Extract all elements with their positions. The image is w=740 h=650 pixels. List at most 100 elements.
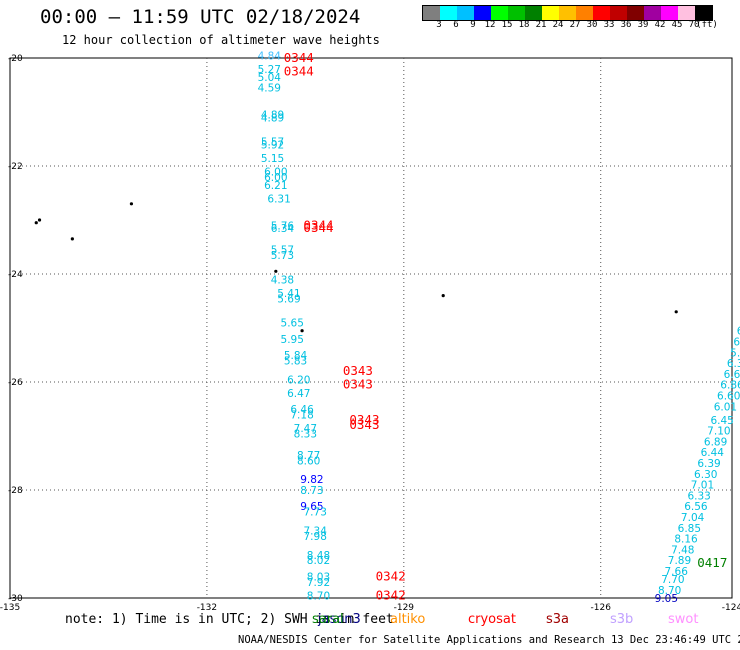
swh-data-label: 8.60 [297, 455, 320, 467]
swh-data-label: 7.89 [668, 555, 691, 567]
x-tick-label: -132 [197, 603, 217, 613]
pass-time-label: 0343 [343, 377, 373, 392]
plot-frame [9, 57, 733, 599]
swh-data-label: 7.18 [290, 409, 313, 421]
swh-data-label: 5.76 [271, 220, 295, 232]
colorbar-swatch [542, 6, 559, 20]
swh-data-label: 6.60 [717, 391, 740, 403]
swh-data-label: 8.02 [307, 555, 330, 567]
pass-time-label: 0344 [284, 50, 314, 65]
swh-data-label: 6.39 [697, 458, 720, 470]
pass-time-label: 0343 [349, 412, 379, 427]
pass-time-label: 0344 [303, 217, 333, 232]
colorbar-label: 21 [535, 20, 547, 30]
island-marker [34, 221, 38, 225]
swh-data-label: 6.30 [694, 469, 717, 481]
colorbar-label: 18 [518, 20, 530, 30]
swh-data-label: 7.01 [691, 480, 714, 492]
x-tick-label: -135 [0, 603, 20, 613]
colorbar-label: 42 [654, 20, 666, 30]
swh-colorbar [422, 5, 713, 21]
colorbar-swatch [678, 6, 695, 20]
swh-data-label: 6.31 [267, 193, 290, 205]
pass-time-label: 0417 [697, 555, 727, 570]
colorbar-swatch [474, 6, 491, 20]
swh-data-label: 7.04 [681, 512, 705, 524]
colorbar-swatch [491, 6, 508, 20]
colorbar-label: 12 [484, 20, 496, 30]
swh-data-label: 6.10 [737, 326, 740, 338]
legend-altiko: altiko [390, 612, 426, 627]
swh-data-label: 5.57 [261, 137, 284, 149]
legend-saral: saral [312, 612, 344, 627]
colorbar-label: (ft) [696, 20, 718, 30]
legend-swot: swot [668, 612, 699, 627]
colorbar-swatch [525, 6, 542, 20]
island-marker [37, 218, 42, 222]
colorbar-label: 6 [453, 20, 459, 30]
colorbar-swatch [576, 6, 593, 20]
colorbar-label: 24 [552, 20, 564, 30]
island-marker [300, 329, 304, 333]
pass-time-label: 0344 [303, 220, 333, 235]
swh-data-label: 4.38 [271, 274, 294, 286]
colorbar-label: 3 [436, 20, 442, 30]
colorbar-label: 36 [620, 20, 632, 30]
swh-data-label: 7.66 [665, 566, 689, 578]
legend-s3a: s3a [546, 612, 570, 627]
colorbar-swatch [559, 6, 576, 20]
y-tick-label: -20 [8, 54, 23, 64]
swh-data-label: 8.16 [674, 534, 698, 546]
swh-data-label: 5.84 [284, 350, 308, 362]
swh-data-label: 5.73 [271, 250, 294, 262]
swh-data-label: 6.00 [264, 172, 287, 184]
swh-data-label: 7.98 [304, 531, 327, 543]
swh-data-label: 6.00 [264, 166, 287, 178]
colorbar-label: 45 [671, 20, 683, 30]
pass-time-label: 0344 [284, 64, 314, 79]
colorbar-swatch [508, 6, 525, 20]
swh-data-label: 4.84 [258, 50, 282, 62]
y-tick-label: -26 [8, 378, 23, 388]
swh-data-label: 6.89 [704, 436, 727, 448]
swh-data-label: 6.14 [733, 337, 740, 349]
swh-data-label: 6.20 [287, 374, 310, 386]
swh-data-label: 8.33 [294, 428, 317, 440]
swh-data-label: 7.70 [661, 574, 684, 586]
swh-data-label: 9.05 [655, 593, 678, 605]
swh-data-label: 8.77 [297, 450, 320, 462]
swh-data-label: 7.34 [304, 526, 328, 538]
colorbar-swatch [661, 6, 678, 20]
swh-data-label: 6.47 [287, 388, 310, 400]
swh-data-label: 6.34 [271, 223, 295, 235]
swh-data-label: 6.69 [724, 369, 740, 381]
swh-data-label: 6.33 [687, 490, 710, 502]
swh-data-label: 4.89 [261, 110, 284, 122]
legend-jason3: jason3 [318, 612, 361, 627]
pass-time-label: 0343 [349, 417, 379, 432]
pass-time-label: 0343 [343, 363, 373, 378]
colorbar-swatch [644, 6, 661, 20]
swh-data-label: 6.46 [290, 404, 314, 416]
swh-data-label: 6.56 [684, 501, 708, 513]
colorbar-swatch [423, 6, 440, 20]
y-tick-label: -30 [8, 594, 23, 604]
y-tick-label: -24 [8, 270, 23, 280]
y-tick-label: -22 [8, 162, 23, 172]
colorbar-label: 33 [603, 20, 615, 30]
colorbar-label: 39 [637, 20, 649, 30]
island-marker [129, 202, 134, 206]
swh-data-label: 7.47 [294, 423, 317, 435]
swh-data-label: 5.41 [277, 288, 300, 300]
island-marker [70, 237, 74, 241]
colorbar-swatch [440, 6, 457, 20]
page-title: 00:00 – 11:59 UTC 02/18/2024 [40, 6, 361, 28]
swh-data-label: 5.57 [271, 245, 294, 257]
swh-data-label: 5.92 [730, 347, 740, 359]
legend-cryosat: cryosat [468, 612, 516, 627]
colorbar-swatch [593, 6, 610, 20]
note-line: note: 1) Time is in UTC; 2) SWH is in fe… [65, 612, 394, 627]
pass-time-label: 0342 [376, 587, 406, 602]
swh-data-label: 8.70 [658, 585, 681, 597]
